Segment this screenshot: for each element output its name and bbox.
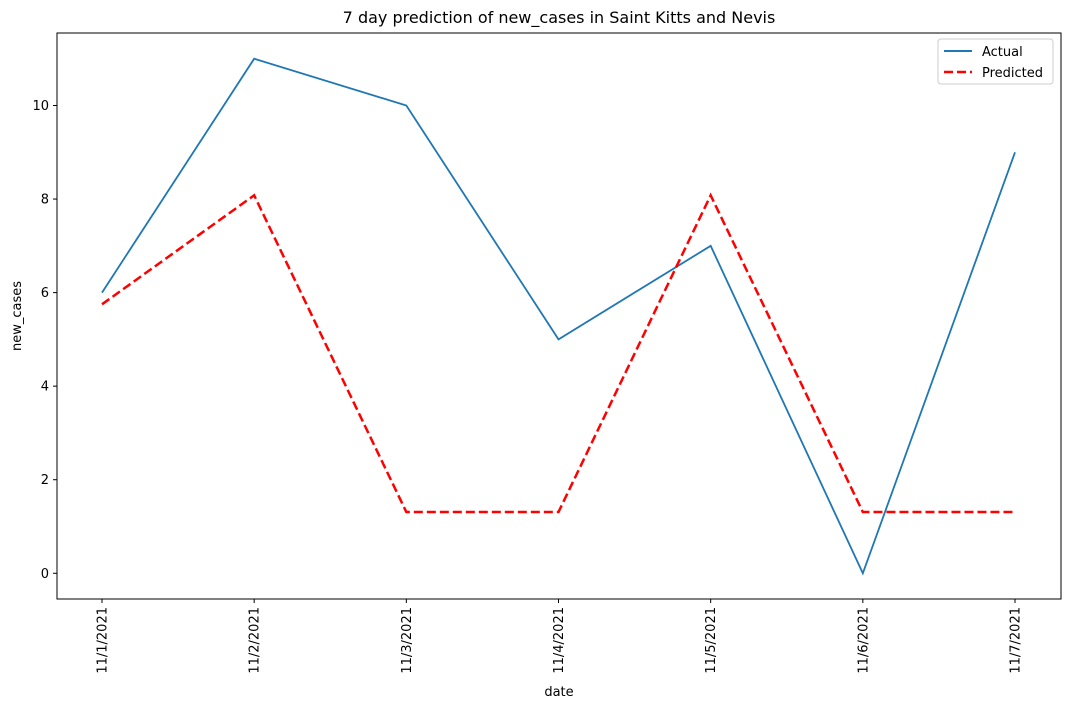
x-axis-label: date: [544, 685, 573, 700]
x-tick-label: 11/3/2021: [400, 607, 415, 674]
y-tick-label: 4: [41, 380, 49, 395]
legend: Actual Predicted: [937, 38, 1054, 85]
x-tick-label: 11/5/2021: [704, 607, 719, 674]
plot-frame: [56, 32, 1062, 600]
y-tick-label: 10: [32, 99, 49, 114]
x-tick-label: 11/1/2021: [96, 607, 111, 674]
y-axis-label: new_cases: [10, 281, 25, 351]
y-axis: 0 2 4 6 8 10: [32, 99, 57, 582]
x-tick-label: 11/7/2021: [1009, 607, 1024, 674]
y-tick-label: 2: [41, 473, 49, 488]
x-tick-label: 11/6/2021: [856, 607, 871, 674]
y-tick-label: 6: [41, 286, 49, 301]
x-tick-label: 11/2/2021: [248, 607, 263, 674]
legend-label-predicted: Predicted: [982, 66, 1043, 81]
legend-label-actual: Actual: [982, 45, 1023, 60]
series-line-predicted: [101, 192, 1015, 514]
x-tick-label: 11/4/2021: [552, 607, 567, 674]
x-axis: 11/1/2021 11/2/2021 11/3/2021 11/4/2021 11/5…: [96, 599, 1024, 674]
y-tick-label: 0: [41, 567, 49, 582]
series-line-actual: [101, 57, 1016, 576]
chart-title: 7 day prediction of new_cases in Saint K…: [343, 8, 776, 28]
series-layer: [101, 57, 1016, 576]
y-tick-label: 8: [41, 193, 49, 208]
